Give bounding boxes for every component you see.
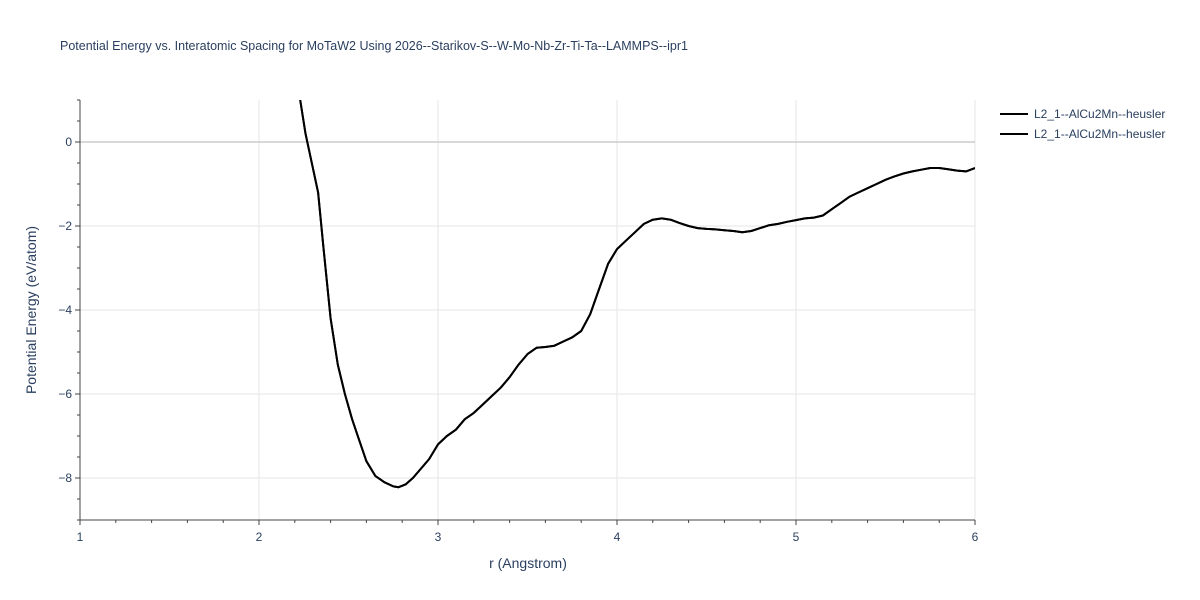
y-tick-label: −4 xyxy=(58,303,72,317)
chart-title: Potential Energy vs. Interatomic Spacing… xyxy=(60,39,688,53)
tick-labels: 1 2 3 4 5 6 0 −2 −4 −6 −8 xyxy=(58,135,978,544)
series-line xyxy=(299,100,975,489)
y-tick-label: 0 xyxy=(65,135,72,149)
legend: L2_1--AlCu2Mn--heusler L2_1--AlCu2Mn--heu… xyxy=(1000,107,1165,141)
series-line xyxy=(299,100,975,489)
x-tick-label: 3 xyxy=(435,530,442,544)
axes xyxy=(75,99,976,525)
grid xyxy=(80,100,976,520)
x-tick-label: 2 xyxy=(256,530,263,544)
x-tick-label: 4 xyxy=(614,530,621,544)
x-tick-label: 6 xyxy=(972,530,979,544)
legend-label: L2_1--AlCu2Mn--heusler xyxy=(1034,107,1165,121)
x-axis-title: r (Angstrom) xyxy=(489,555,567,571)
y-tick-label: −2 xyxy=(58,219,72,233)
y-axis-title: Potential Energy (eV/atom) xyxy=(23,226,39,394)
series-layer xyxy=(299,100,975,489)
x-tick-label: 5 xyxy=(793,530,800,544)
legend-label: L2_1--AlCu2Mn--heusler xyxy=(1034,127,1165,141)
y-tick-label: −6 xyxy=(58,387,72,401)
x-tick-label: 1 xyxy=(77,530,84,544)
y-tick-label: −8 xyxy=(58,471,72,485)
